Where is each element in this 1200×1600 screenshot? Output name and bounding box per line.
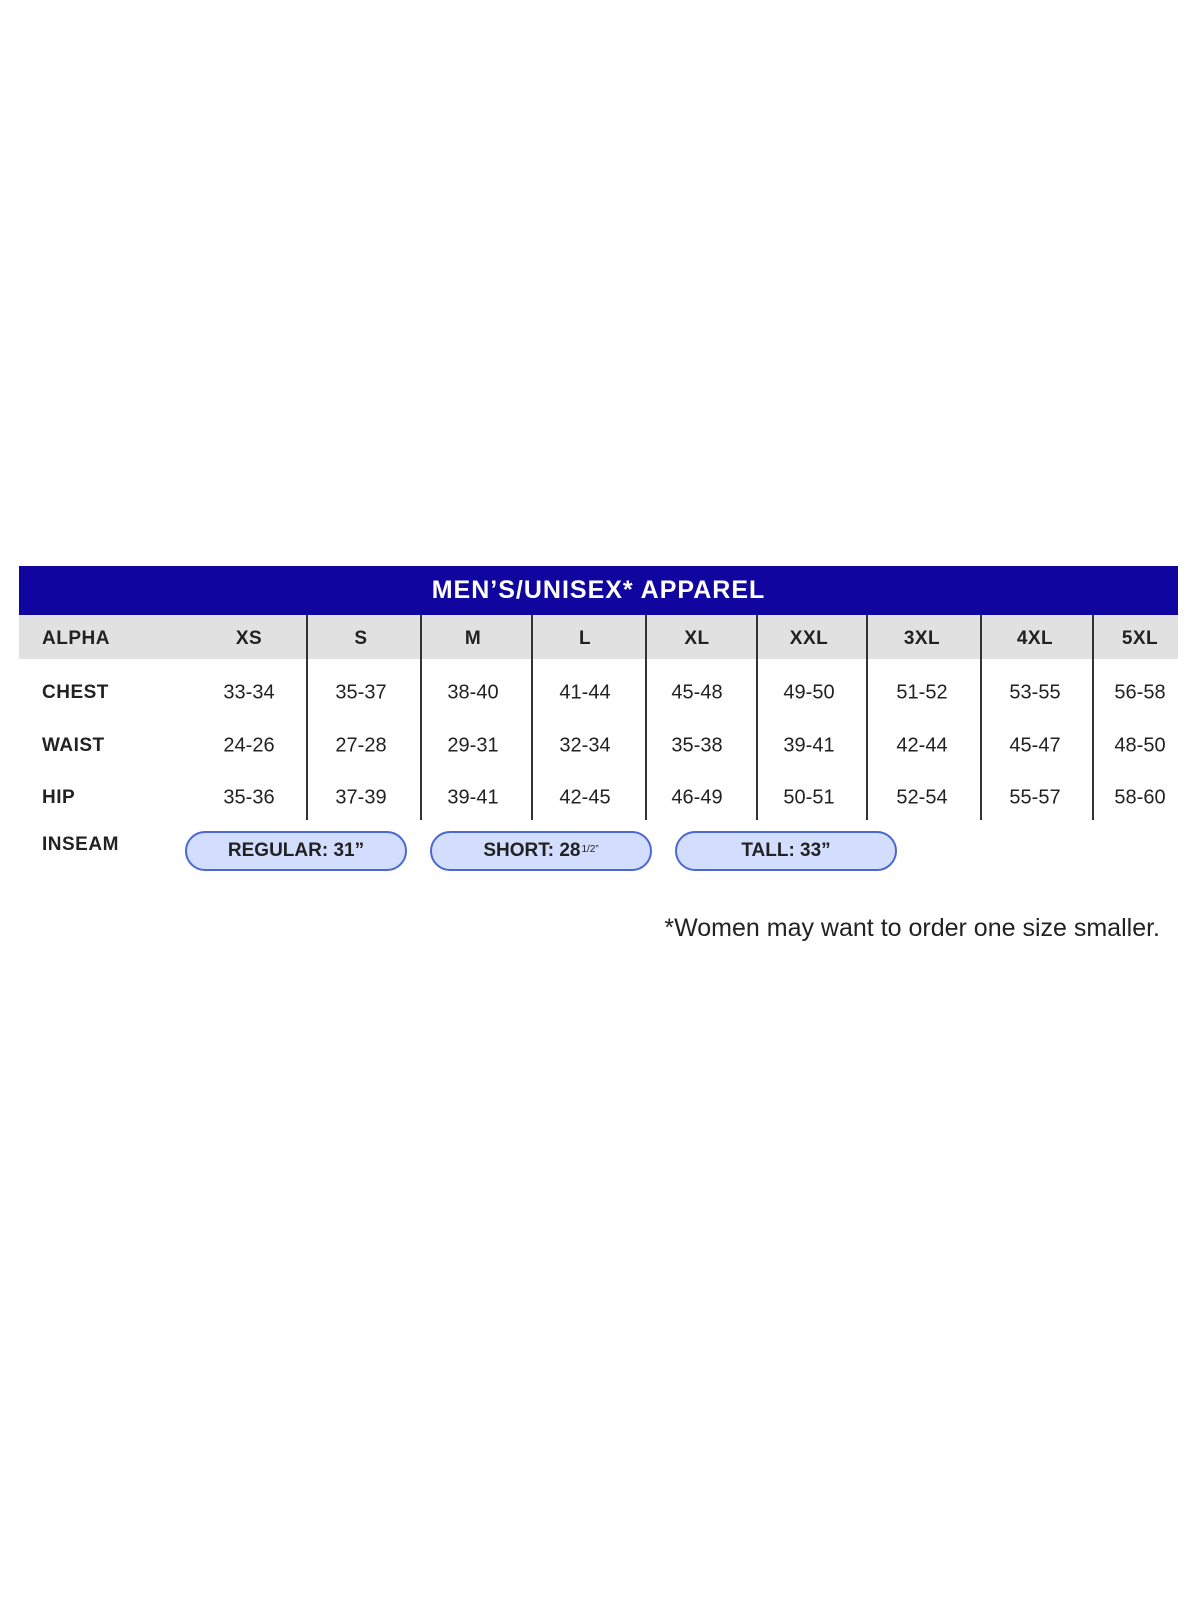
- inseam-tall-pill: TALL: 33”: [675, 831, 897, 871]
- size-header-4xl: 4XL: [1016, 628, 1054, 649]
- table-cell: 33-34: [223, 681, 275, 704]
- table-cell: 29-31: [447, 734, 499, 757]
- table-cell: 41-44: [559, 681, 611, 704]
- size-header-l: L: [578, 628, 592, 649]
- column-divider: [531, 615, 533, 820]
- table-cell: 38-40: [447, 681, 499, 704]
- size-header-xxl: XXL: [789, 628, 829, 649]
- table-cell: 35-38: [671, 734, 723, 757]
- table-cell: 42-45: [559, 786, 611, 809]
- table-cell: 46-49: [671, 786, 723, 809]
- size-header-s: S: [354, 628, 368, 649]
- table-cell: 45-47: [1009, 734, 1061, 757]
- table-cell: 35-36: [223, 786, 275, 809]
- column-divider: [420, 615, 422, 820]
- column-divider: [866, 615, 868, 820]
- inseam-regular-pill: REGULAR: 31”: [185, 831, 407, 871]
- size-header-5xl: 5XL: [1121, 628, 1159, 649]
- chart-title: MEN’S/UNISEX* APPAREL: [431, 576, 766, 604]
- chart-title-banner: MEN’S/UNISEX* APPAREL: [19, 566, 1178, 615]
- size-header-m: M: [464, 628, 482, 649]
- size-header-xl: XL: [684, 628, 710, 649]
- table-cell: 53-55: [1009, 681, 1061, 704]
- inseam-short-pill: SHORT: 28 1/2”: [430, 831, 652, 871]
- size-header-3xl: 3XL: [903, 628, 941, 649]
- table-cell: 50-51: [783, 786, 835, 809]
- table-cell: 55-57: [1009, 786, 1061, 809]
- row-label-hip: HIP: [42, 787, 76, 808]
- table-cell: 58-60: [1114, 786, 1166, 809]
- column-divider: [756, 615, 758, 820]
- footnote: *Women may want to order one size smalle…: [664, 914, 1160, 942]
- table-cell: 32-34: [559, 734, 611, 757]
- table-cell: 42-44: [896, 734, 948, 757]
- table-cell: 39-41: [783, 734, 835, 757]
- table-cell: 37-39: [335, 786, 387, 809]
- table-cell: 39-41: [447, 786, 499, 809]
- inseam-label: INSEAM: [42, 834, 119, 855]
- table-cell: 49-50: [783, 681, 835, 704]
- table-cell: 52-54: [896, 786, 948, 809]
- column-divider: [306, 615, 308, 820]
- table-cell: 56-58: [1114, 681, 1166, 704]
- header-row: [19, 615, 1178, 659]
- column-divider: [645, 615, 647, 820]
- header-label: ALPHA: [42, 628, 110, 649]
- table-cell: 48-50: [1114, 734, 1166, 757]
- row-label-chest: CHEST: [42, 682, 109, 703]
- table-cell: 27-28: [335, 734, 387, 757]
- column-divider: [1092, 615, 1094, 820]
- table-cell: 51-52: [896, 681, 948, 704]
- size-header-xs: XS: [235, 628, 263, 649]
- column-divider: [980, 615, 982, 820]
- row-label-waist: WAIST: [42, 735, 105, 756]
- table-cell: 45-48: [671, 681, 723, 704]
- table-cell: 35-37: [335, 681, 387, 704]
- table-cell: 24-26: [223, 734, 275, 757]
